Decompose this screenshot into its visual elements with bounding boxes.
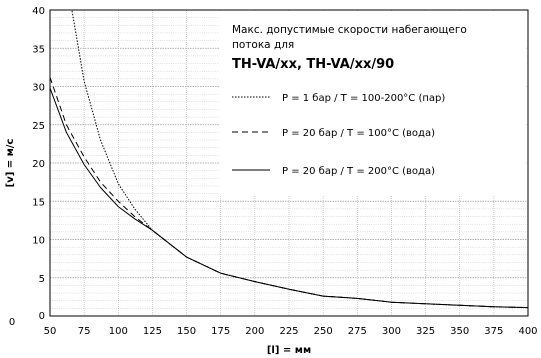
y-tick-label: 25 xyxy=(32,121,45,132)
series-line-solid xyxy=(50,87,528,309)
legend-title-line2: потока для xyxy=(232,39,294,51)
y-tick-label: 40 xyxy=(32,6,45,17)
x-tick-label: 325 xyxy=(416,326,435,337)
x-tick-label: 400 xyxy=(518,326,537,337)
y-tick-label: 15 xyxy=(32,197,45,208)
legend-label-water-200: P = 20 бар / T = 200°C (вода) xyxy=(282,166,435,177)
x-tick-label: 100 xyxy=(109,326,128,337)
x-tick-label: 200 xyxy=(245,326,264,337)
plot-frame xyxy=(49,9,529,317)
x-tick-label: 75 xyxy=(78,326,91,337)
x-tick-label: 225 xyxy=(279,326,298,337)
x-tick-label: 350 xyxy=(450,326,469,337)
x-tick-label: 300 xyxy=(382,326,401,337)
legend-background xyxy=(219,12,526,196)
y-tick-label: 30 xyxy=(32,83,45,94)
y-tick-label: 5 xyxy=(39,274,45,285)
x-tick-label: 175 xyxy=(211,326,230,337)
x-tick-label: 275 xyxy=(348,326,367,337)
series-layer xyxy=(50,10,528,309)
x-tick-label: 250 xyxy=(314,326,333,337)
y-tick-label: 20 xyxy=(32,159,45,170)
legend-label-steam: P = 1 бар / T = 100-200°C (пар) xyxy=(282,93,445,104)
y-axis-title: [v] = м/с xyxy=(5,139,16,188)
y-tick-label: 35 xyxy=(32,44,45,55)
legend-title-line1: Макс. допустимые скорости набегающего xyxy=(232,24,467,36)
x-tick-labels: 50 75 100 125 150 175 200 225 250 275 300 325 350 375… xyxy=(44,326,538,337)
y-tick-labels: 5 10 15 20 25 30 35 40 0 xyxy=(32,6,45,322)
x-tick-label: 375 xyxy=(484,326,503,337)
y-tick-label: 0 xyxy=(39,311,45,322)
origin-label: 0 xyxy=(9,317,15,328)
legend-label-water-100: P = 20 бар / T = 100°C (вода) xyxy=(282,128,435,139)
x-tick-label: 50 xyxy=(44,326,57,337)
legend-model: TH-VA/xx, TH-VA/xx/90 xyxy=(232,57,394,72)
legend: Макс. допустимые скорости набегающего по… xyxy=(219,12,526,196)
x-tick-label: 125 xyxy=(143,326,162,337)
y-tick-label: 10 xyxy=(32,236,45,247)
x-axis-title: [l] = мм xyxy=(267,345,311,356)
x-tick-label: 150 xyxy=(177,326,196,337)
